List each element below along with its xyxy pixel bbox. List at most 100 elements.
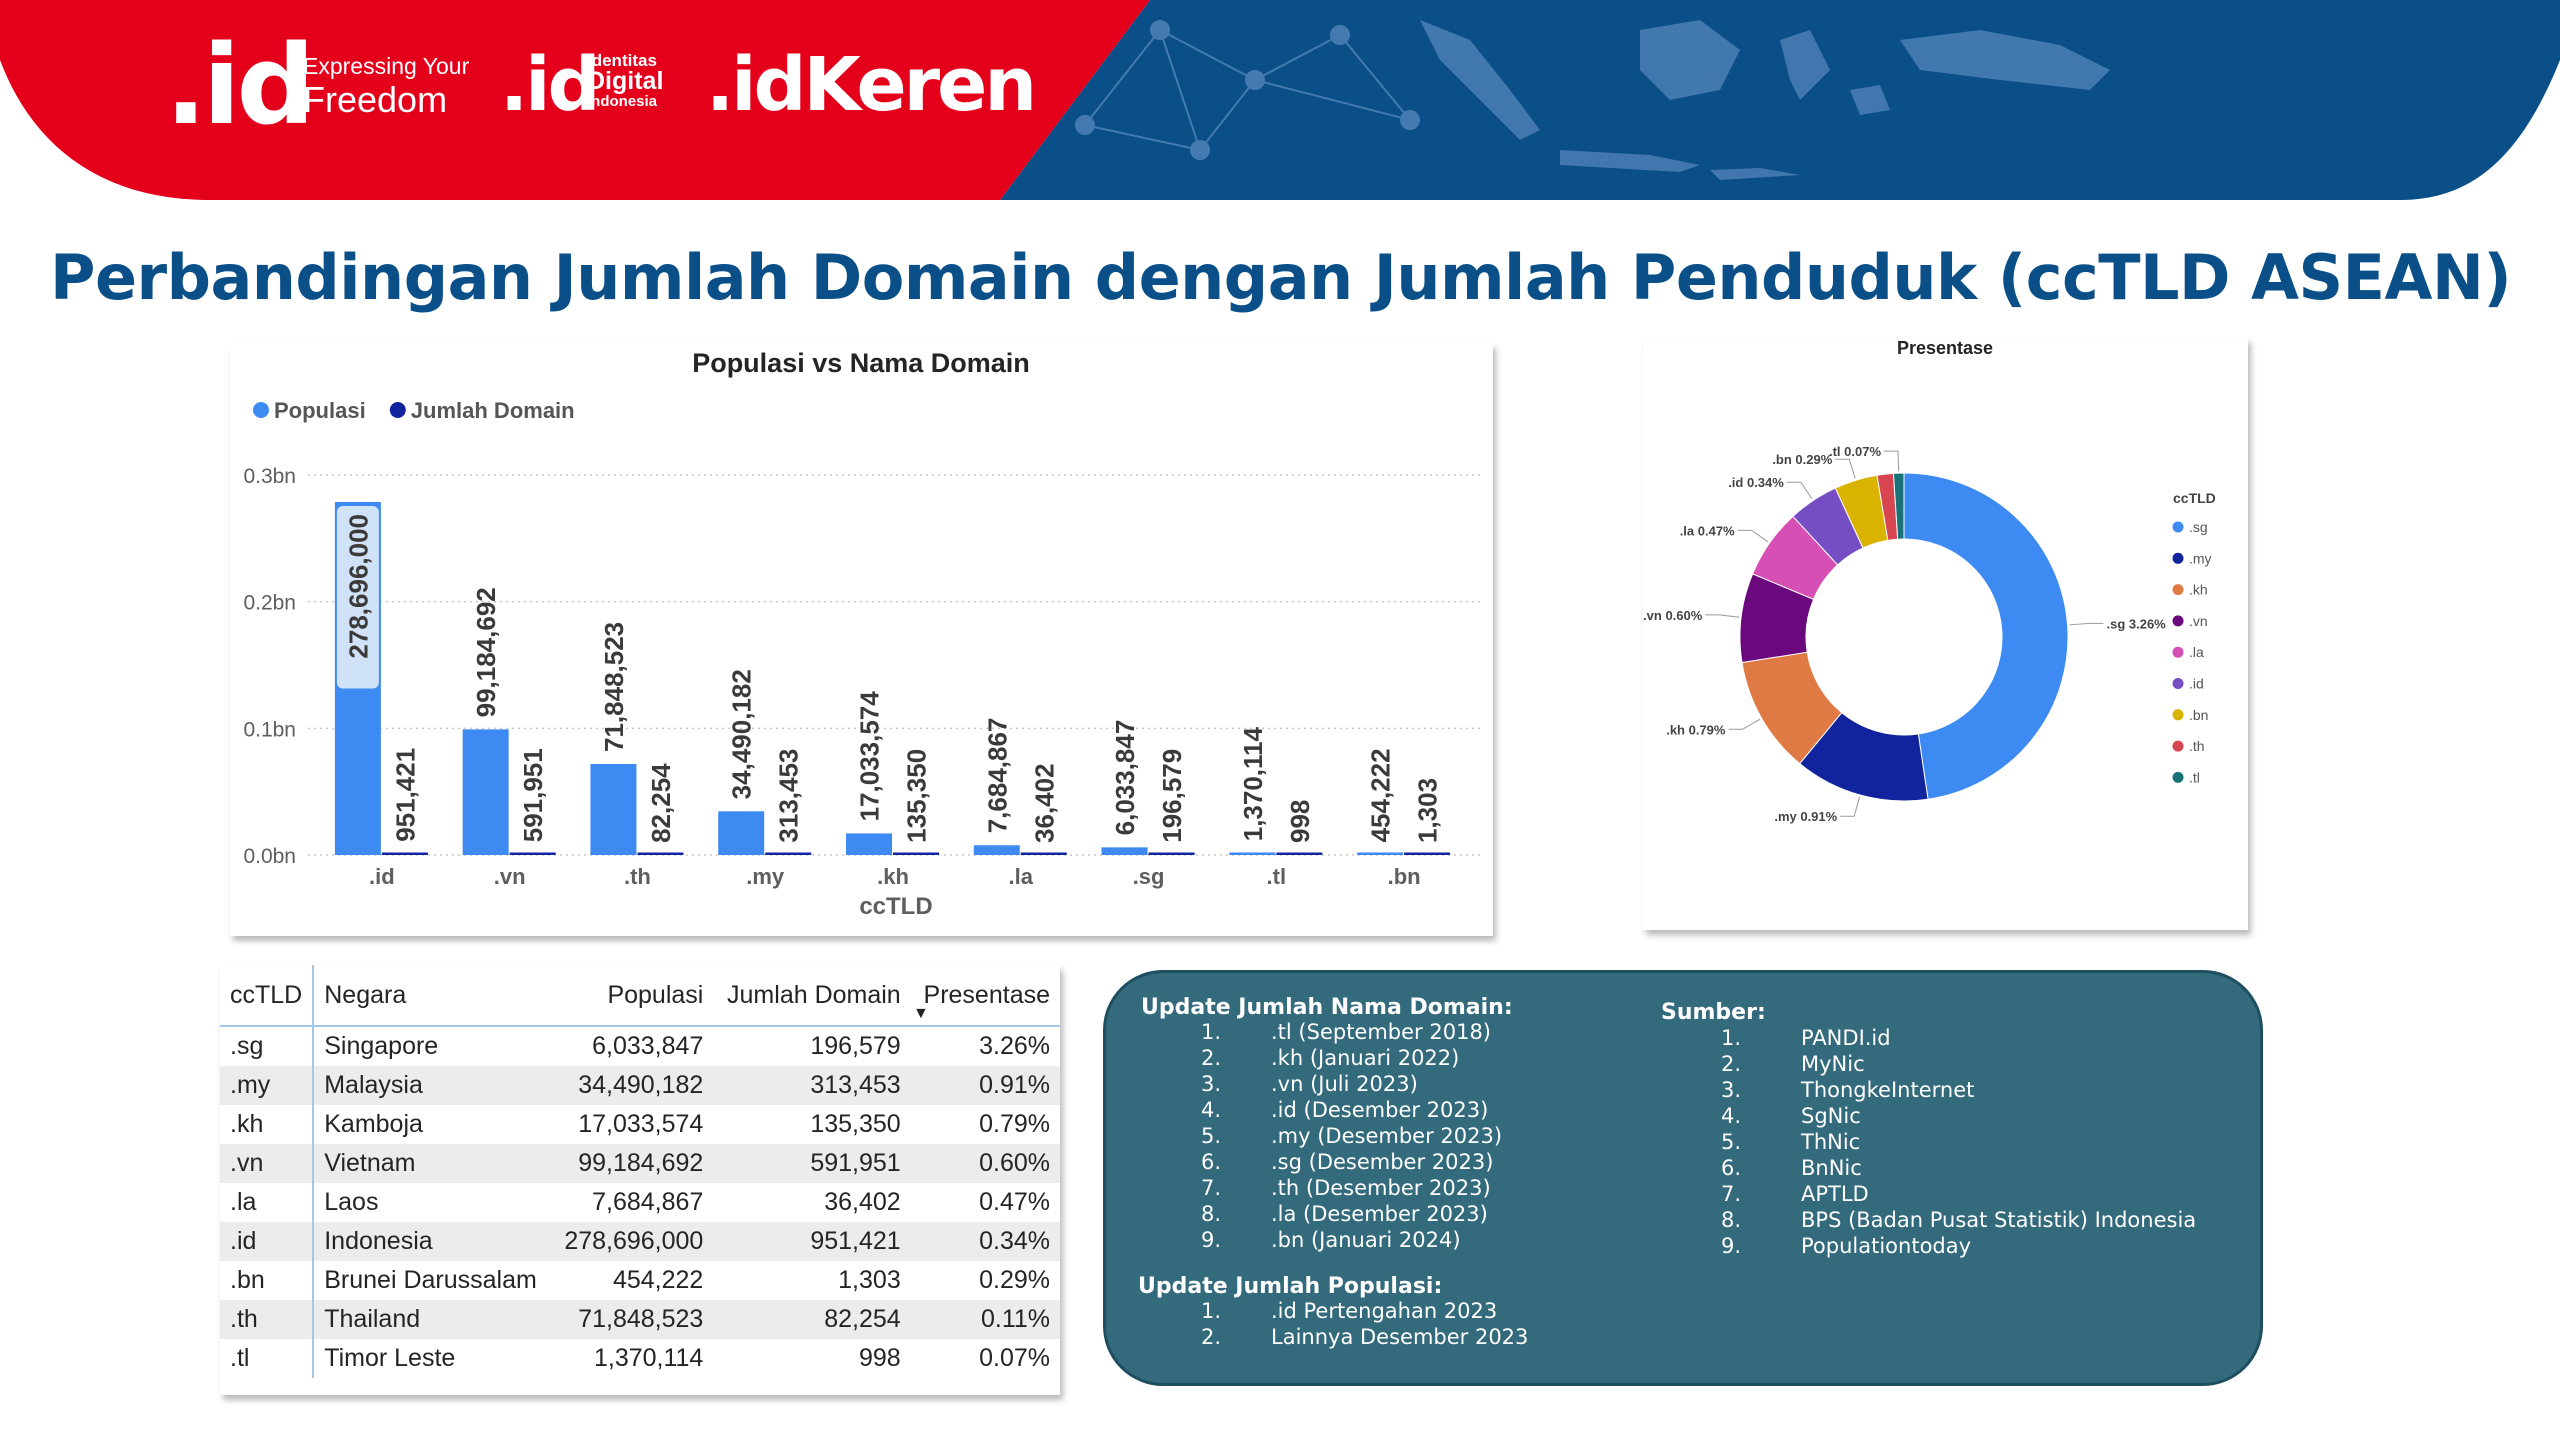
update-domain-list: 1. .tl (September 2018) 2. .kh (Januari 202… bbox=[1141, 1019, 1502, 1253]
list-number: 7. bbox=[1720, 1182, 1741, 1206]
list-item: 7. .th (Desember 2023) bbox=[1141, 1175, 1502, 1201]
col-header-jumlah-domain[interactable]: Jumlah Domain bbox=[713, 965, 911, 1027]
slice-leader-line bbox=[1728, 718, 1761, 730]
slice-label-la: .la 0.47% bbox=[1680, 523, 1735, 538]
x-tick-label-tl: .tl bbox=[1267, 864, 1287, 889]
slice-tl[interactable] bbox=[1892, 472, 1905, 540]
list-item: 1. .id Pertengahan 2023 bbox=[1141, 1298, 1528, 1324]
slice-leader-line bbox=[1737, 529, 1769, 543]
bar-jumlah-domain-bn[interactable] bbox=[1404, 852, 1451, 856]
list-item: 3. ThongkeInternet bbox=[1661, 1077, 2196, 1103]
bar-jumlah-domain-vn[interactable] bbox=[509, 852, 556, 856]
cell-negara: Thailand bbox=[313, 1300, 552, 1339]
cell-cctld: .my bbox=[220, 1066, 315, 1105]
data-label-kh-1: 135,350 bbox=[902, 749, 932, 843]
bar-populasi-la[interactable] bbox=[973, 845, 1020, 855]
data-label-th-1: 82,254 bbox=[646, 763, 676, 843]
table-row[interactable]: .id Indonesia 278,696,000 951,421 0.34% bbox=[220, 1222, 1060, 1261]
bar-populasi-bn[interactable] bbox=[1357, 852, 1404, 856]
x-tick-label-id: .id bbox=[369, 864, 395, 889]
list-item: 4. .id (Desember 2023) bbox=[1141, 1097, 1502, 1123]
col-header-negara[interactable]: Negara bbox=[313, 965, 552, 1027]
list-item: 7. APTLD bbox=[1661, 1181, 2196, 1207]
list-number: 6. bbox=[1200, 1150, 1221, 1174]
cell-negara: Vietnam bbox=[313, 1144, 552, 1183]
donut-legend-label-kh[interactable]: .kh bbox=[2189, 582, 2208, 598]
donut-legend-label-la[interactable]: .la bbox=[2189, 644, 2204, 660]
tagline-line-1: Expressing Your bbox=[303, 53, 470, 79]
bar-jumlah-domain-kh[interactable] bbox=[893, 852, 939, 856]
data-label-tl-1: 998 bbox=[1285, 800, 1315, 843]
table-row[interactable]: .vn Vietnam 99,184,692 591,951 0.60% bbox=[220, 1144, 1060, 1183]
col-header-cctld[interactable]: ccTLD bbox=[220, 965, 315, 1027]
table-row[interactable]: .sg Singapore 6,033,847 196,579 3.26% bbox=[220, 1026, 1060, 1066]
cell-presentase: 0.60% bbox=[910, 1144, 1060, 1183]
donut-legend-title: ccTLD bbox=[2173, 490, 2216, 506]
list-text: Populationtoday bbox=[1801, 1234, 1972, 1258]
bar-chart: Populasi vs Nama Domain Populasi Jumlah Do… bbox=[243, 348, 1483, 920]
bar-jumlah-domain-th[interactable] bbox=[637, 852, 684, 856]
bar-populasi-sg[interactable] bbox=[1101, 847, 1148, 855]
donut-chart-panel: Presentase .sg 3.26% .my 0.91% .kh 0.79% .vn… bbox=[1643, 337, 2248, 930]
slice-leader-line bbox=[1835, 458, 1856, 479]
x-tick-label-la: .la bbox=[1009, 864, 1034, 889]
col-header-populasi[interactable]: Populasi bbox=[551, 965, 714, 1027]
table-row[interactable]: .th Thailand 71,848,523 82,254 0.11% bbox=[220, 1300, 1060, 1339]
list-item: 6. .sg (Desember 2023) bbox=[1141, 1149, 1502, 1175]
donut-legend-label-my[interactable]: .my bbox=[2189, 550, 2212, 566]
bar-jumlah-domain-sg[interactable] bbox=[1148, 852, 1195, 856]
bar-populasi-tl[interactable] bbox=[1229, 852, 1276, 856]
logo2-line-1: Identitas bbox=[587, 51, 657, 70]
cell-jumlah-domain: 135,350 bbox=[810, 1110, 901, 1138]
highlight-label-bg bbox=[336, 505, 379, 689]
bar-populasi-vn[interactable] bbox=[462, 729, 509, 855]
data-label-sg-0: 6,033,847 bbox=[1110, 720, 1140, 836]
donut-legend-label-tl[interactable]: .tl bbox=[2189, 769, 2200, 785]
bar-populasi-my[interactable] bbox=[718, 811, 765, 855]
donut-legend-label-id[interactable]: .id bbox=[2189, 676, 2204, 692]
donut-legend-label-th[interactable]: .th bbox=[2189, 738, 2205, 754]
data-label-my-1: 313,453 bbox=[774, 749, 804, 843]
cell-populasi: 6,033,847 bbox=[592, 1032, 704, 1060]
bar-jumlah-domain-id[interactable] bbox=[381, 852, 428, 856]
cell-presentase: 0.34% bbox=[910, 1222, 1060, 1261]
table-row[interactable]: .la Laos 7,684,867 36,402 0.47% bbox=[220, 1183, 1060, 1222]
cell-presentase: 0.29% bbox=[979, 1266, 1050, 1294]
col-header-presentase[interactable]: Presentase bbox=[910, 965, 1060, 1027]
indonesia-map-graphic bbox=[1420, 20, 2110, 180]
slice-leader-line bbox=[1705, 614, 1740, 618]
list-number: 9. bbox=[1720, 1234, 1741, 1258]
bar-jumlah-domain-my[interactable] bbox=[765, 852, 812, 856]
cell-cctld: .la bbox=[220, 1183, 315, 1222]
update-pop-list: 1. .id Pertengahan 2023 2. Lainnya Desember… bbox=[1141, 1298, 1528, 1350]
donut-legend-marker bbox=[2172, 771, 2184, 783]
cell-jumlah-domain: 36,402 bbox=[824, 1188, 901, 1216]
info-box: Update Jumlah Nama Domain: 1. .tl (Septem… bbox=[1103, 970, 2263, 1386]
data-label-vn-1: 591,951 bbox=[518, 748, 548, 842]
cell-cctld: .bn bbox=[220, 1261, 315, 1300]
table-row[interactable]: .kh Kamboja 17,033,574 135,350 0.79% bbox=[220, 1105, 1060, 1144]
slice-leader-line bbox=[1884, 450, 1900, 472]
cell-cctld: .kh bbox=[220, 1105, 315, 1144]
list-text: MyNic bbox=[1801, 1052, 1865, 1076]
cell-jumlah-domain: 196,579 bbox=[810, 1032, 901, 1060]
cell-populasi: 1,370,114 bbox=[593, 1344, 704, 1372]
table-row[interactable]: .tl Timor Leste 1,370,114 998 0.07% bbox=[220, 1339, 1060, 1378]
data-label-id-1: 951,421 bbox=[390, 748, 420, 842]
slice-sg[interactable] bbox=[1903, 472, 2069, 800]
list-number: 8. bbox=[1720, 1208, 1741, 1232]
idkeren-logo: .idKeren bbox=[706, 42, 1037, 128]
table-row[interactable]: .my Malaysia 34,490,182 313,453 0.91% bbox=[220, 1066, 1060, 1105]
donut-legend-label-sg[interactable]: .sg bbox=[2189, 519, 2208, 535]
bar-jumlah-domain-tl[interactable] bbox=[1276, 852, 1323, 856]
table-row[interactable]: .bn Brunei Darussalam 454,222 1,303 0.29% bbox=[220, 1261, 1060, 1300]
bar-populasi-kh[interactable] bbox=[846, 833, 892, 855]
sort-descending-icon[interactable]: ▼ bbox=[913, 1005, 929, 1022]
data-label-kh-0: 17,033,574 bbox=[855, 691, 885, 822]
bar-populasi-th[interactable] bbox=[590, 763, 637, 855]
x-tick-label-vn: .vn bbox=[494, 864, 526, 889]
bar-jumlah-domain-la[interactable] bbox=[1020, 852, 1067, 856]
donut-legend-label-vn[interactable]: .vn bbox=[2189, 613, 2208, 629]
donut-legend-label-bn[interactable]: .bn bbox=[2189, 707, 2208, 723]
x-tick-label-sg: .sg bbox=[1133, 864, 1165, 889]
